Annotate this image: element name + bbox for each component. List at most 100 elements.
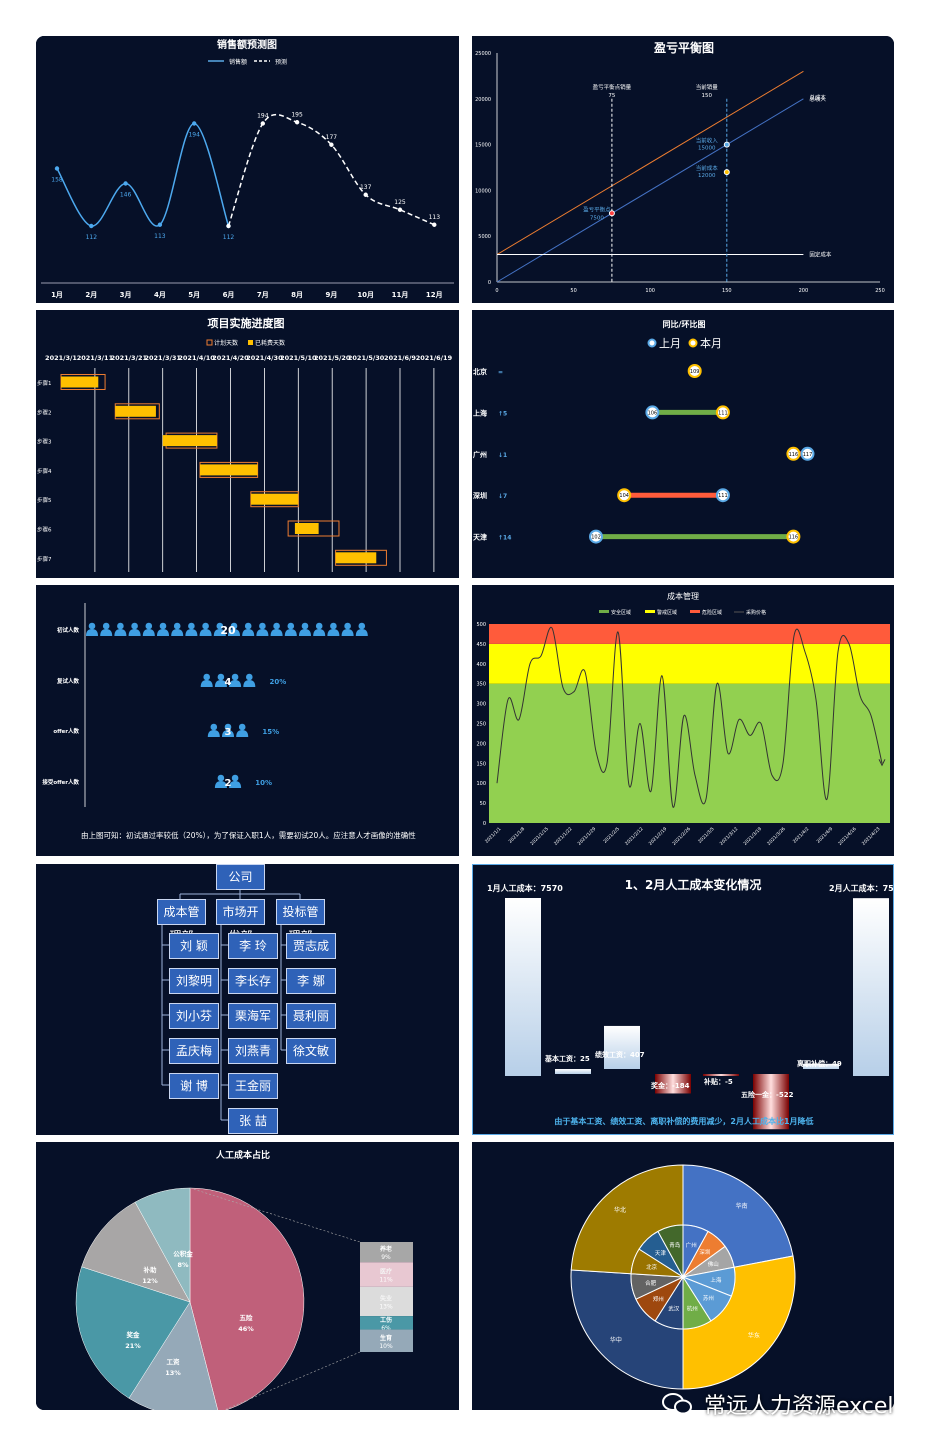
labor-panel: 1、2月人工成本变化情况 1月人工成本：7570 2月人工成本：7563 基本工… — [472, 864, 894, 1135]
person-icon-head — [203, 673, 210, 681]
org-root[interactable]: 公司 — [216, 864, 265, 890]
person-icon-body — [214, 680, 227, 687]
gantt-date-tick: 2021/5/10 — [280, 354, 317, 362]
yoy-same-dot — [687, 364, 702, 378]
be-fixed-cost-label: 固定成本 — [809, 251, 832, 259]
person-icon-body — [236, 730, 249, 737]
recruit-note: 由上图可知：初试通过率较低（20%），为了保证入职1人，需要初试20人。应注意人… — [81, 830, 416, 840]
pie-connector — [223, 1351, 361, 1410]
sales-actual-label: 194 — [188, 132, 200, 139]
org-dept-bid[interactable]: 投标管理部 — [276, 899, 325, 943]
org-member[interactable]: 徐文敏 — [286, 1038, 336, 1064]
yoy-city-label: 上海 — [473, 408, 487, 417]
person-icon-head — [301, 622, 309, 630]
labor-item-label: 五险一金：-522 — [741, 1090, 794, 1099]
yoy-change-label: ↓7 — [498, 493, 507, 500]
pie-slice — [81, 1201, 191, 1303]
person-icon-body — [100, 629, 113, 636]
org-member[interactable]: 刘黎明 — [169, 968, 219, 994]
sales-forecast-point — [294, 120, 300, 125]
sales-x-tick: 8月 — [291, 291, 303, 299]
pie-slice-value: 13% — [165, 1369, 181, 1377]
sales-actual-point — [89, 223, 94, 229]
be-bep-pt-value: 7500 — [590, 215, 604, 221]
sunburst-city-label: 广州 — [686, 1241, 697, 1249]
sales-forecast-chart: 销售额预测图 销售额 预测 1月 2月 3月 4月 5月 6月 7月 8月 9月 10月 11月 12… — [41, 38, 454, 299]
yoy-last-value: 106 — [648, 410, 658, 416]
pie-slice-label: 五险 — [240, 1313, 254, 1322]
labor-item-label: 补贴：-5 — [703, 1077, 733, 1086]
org-member[interactable]: 刘燕青 — [228, 1038, 278, 1064]
gantt-date-tick: 2021/4/30 — [246, 354, 283, 362]
org-member[interactable]: 李 娜 — [286, 968, 336, 994]
cost-y-tick: 200 — [476, 741, 486, 747]
be-cur-cost-label: 当前成本 — [696, 164, 719, 172]
breakeven-panel: 盈亏平衡图 0 5000 10000 15000 20000 25000 0 50 100 150… — [472, 36, 894, 303]
person-icon-body — [171, 629, 184, 636]
wechat-icon — [662, 1393, 692, 1415]
be-x-tick: 100 — [645, 288, 655, 294]
person-icon-body — [355, 629, 368, 636]
sales-x-tick: 9月 — [325, 291, 337, 299]
be-cur-top-label: 当前销量 — [696, 83, 719, 91]
sales-forecast-point — [432, 222, 437, 227]
gantt-done-bar — [199, 464, 258, 476]
yoy-last-value: 117 — [803, 452, 813, 458]
org-member[interactable]: 谢 博 — [169, 1073, 219, 1099]
sunburst-city — [657, 1224, 684, 1278]
pie-sub-label: 失业 — [380, 1294, 392, 1302]
be-x-tick: 0 — [495, 288, 498, 294]
sunburst-city-label: 青岛 — [669, 1241, 681, 1249]
cost-x-tick: 2021/4/23 — [861, 826, 882, 847]
cost-x-tick: 2021/2/26 — [671, 826, 692, 847]
sunburst-region-label: 华南 — [736, 1202, 748, 1210]
be-total-cost-label: 总成本 — [809, 93, 826, 101]
yoy-last-value: 102 — [591, 535, 601, 541]
yoy-chart: 同比/环比图 上月 本月 北京 = 109 上海 ↑5 106 111 广州 ↓1 117 116 深… — [473, 319, 815, 544]
labor-item-bar — [803, 1063, 839, 1069]
sales-forecast-point — [397, 207, 403, 212]
be-bep-top-label: 盈亏平衡点销量 — [593, 83, 632, 91]
org-member[interactable]: 王金丽 — [228, 1073, 278, 1099]
org-member[interactable]: 李 玲 — [228, 933, 278, 959]
cost-legend-price: 采购价格 — [746, 609, 766, 616]
org-dept-cost[interactable]: 成本管理部 — [157, 899, 206, 943]
org-member[interactable]: 刘 颖 — [169, 933, 219, 959]
recruit-value: 20 — [220, 624, 236, 637]
recruit-rate: 20% — [270, 678, 287, 686]
org-member[interactable]: 张 喆 — [228, 1108, 278, 1134]
cost-legend-danger: 危险区域 — [702, 609, 722, 616]
org-member[interactable]: 聂利丽 — [286, 1003, 336, 1029]
pie-sub-label: 工伤 — [380, 1316, 392, 1324]
sales-forecast-point — [260, 121, 265, 126]
person-icon-head — [117, 622, 124, 630]
cost-x-tick: 2021/3/5 — [697, 826, 716, 845]
be-x-tick: 200 — [799, 288, 809, 294]
pie-chart: 人工成本占比 五险 46% 工资 13% 奖金 21% 补助 12% 公积金 8% 养老9% 医疗11… — [75, 1149, 413, 1410]
sales-x-tick: 11月 — [392, 291, 409, 299]
org-member[interactable]: 贾志成 — [286, 933, 336, 959]
person-icon-head — [246, 673, 253, 681]
cost-y-tick: 400 — [476, 662, 486, 668]
org-member[interactable]: 李长存 — [228, 968, 278, 994]
sales-legend-actual: 销售额 — [229, 58, 247, 66]
cost-legend-safe: 安全区域 — [611, 609, 631, 616]
pie-slice-value: 46% — [238, 1325, 254, 1333]
org-member[interactable]: 栗海军 — [228, 1003, 278, 1029]
yoy-change-label: = — [498, 369, 503, 376]
yoy-city-label: 天津 — [473, 533, 487, 542]
sunburst-city-label: 北京 — [646, 1263, 658, 1271]
org-dept-market[interactable]: 市场开发部 — [216, 899, 265, 943]
org-member[interactable]: 孟庆梅 — [169, 1038, 219, 1064]
person-icon-head — [188, 622, 195, 630]
labor-item-bar — [604, 1025, 640, 1069]
sales-x-tick: 2月 — [85, 291, 97, 299]
sunburst-city-label: 上海 — [710, 1276, 722, 1284]
sunburst-city-label: 武汉 — [668, 1305, 680, 1313]
person-icon-head — [224, 723, 232, 731]
be-cur-top-value: 150 — [702, 93, 713, 99]
gantt-date-tick: 2021/3/21 — [111, 354, 148, 362]
org-member[interactable]: 刘小芬 — [169, 1003, 219, 1029]
cost-x-tick: 2021/2/12 — [624, 826, 645, 847]
